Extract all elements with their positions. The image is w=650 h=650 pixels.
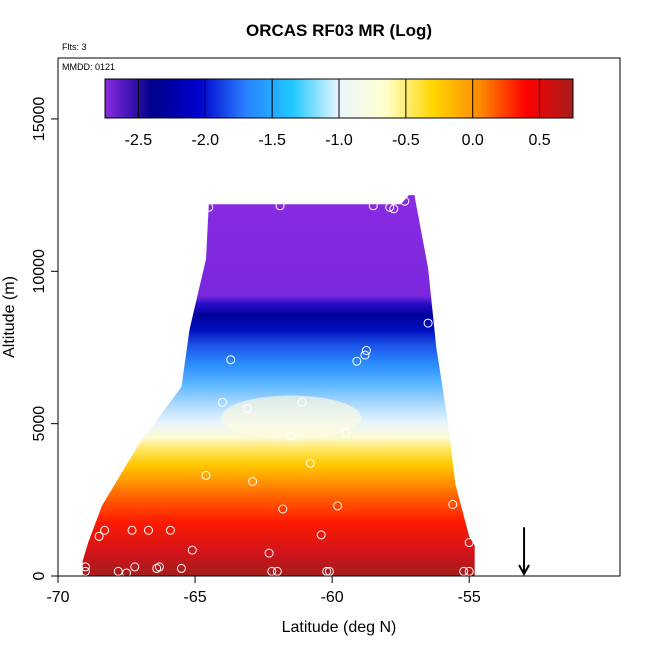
sample-point: [464, 538, 474, 547]
sample-point: [218, 397, 227, 407]
sample-point: [165, 525, 175, 535]
sample-point: [278, 504, 288, 514]
sample-point: [264, 548, 274, 558]
colorbar: -2.5 -2.0 -1.5 -1.0 -0.5 0.0 0.5: [104, 78, 574, 149]
sample-point: [459, 566, 469, 576]
x-tick-label: -55: [458, 589, 481, 606]
sample-point: [242, 403, 252, 413]
sample-point: [226, 355, 236, 365]
sample-point: [305, 458, 315, 468]
sample-point: [423, 318, 433, 328]
data-layer: [80, 195, 530, 578]
sample-point: [297, 397, 307, 407]
sample-point: [448, 499, 458, 509]
sample-point: [267, 566, 277, 576]
colorbar-tick-label: -2.5: [125, 132, 153, 149]
curtain-fill: [82, 195, 475, 576]
sample-point: [360, 350, 370, 360]
y-tick-label: 10000: [31, 249, 48, 294]
x-tick-label: -60: [321, 589, 344, 606]
colorbar-tick-label: 0.0: [462, 132, 484, 149]
y-tick-label: 5000: [31, 406, 48, 442]
sample-point: [130, 562, 140, 572]
sample-point: [400, 196, 410, 206]
sample-point: [361, 346, 371, 355]
plot-frame: [57, 57, 621, 577]
sample-point: [324, 566, 334, 576]
sample-point: [275, 201, 285, 211]
colorbar-tick-label: -0.5: [392, 132, 420, 149]
sample-point: [322, 566, 332, 576]
sample-point: [389, 204, 399, 214]
chart-title: ORCAS RF03 MR (Log): [246, 21, 432, 40]
sample-point: [187, 545, 197, 555]
sample-point: [272, 566, 282, 576]
colorbar-tick-label: -1.0: [325, 132, 353, 149]
sample-point: [80, 566, 90, 576]
date-label: MMDD: 0121: [62, 62, 115, 72]
y-axis-label: Altitude (m): [1, 276, 18, 358]
sample-point: [94, 531, 104, 541]
sample-point: [352, 356, 362, 366]
sample-point: [464, 566, 474, 576]
y-tick-label: 0: [31, 571, 48, 580]
y-tick-label: 15000: [31, 97, 48, 142]
position-arrow: [518, 527, 530, 577]
sample-point: [368, 201, 378, 211]
sample-point: [316, 530, 326, 540]
sample-point: [385, 202, 395, 212]
colorbar-tick-label: 0.5: [528, 132, 550, 149]
axes: -70 -65 -60 -55 0 5000 10000 15000: [31, 97, 481, 606]
sample-point: [333, 501, 343, 511]
sample-points: [80, 196, 474, 578]
sample-point: [127, 525, 137, 535]
sample-point: [286, 431, 296, 441]
curtain-field: [82, 195, 475, 576]
sample-point: [176, 563, 186, 573]
sample-point: [341, 428, 351, 438]
sample-point: [154, 562, 164, 572]
colorbar-tick-label: -2.0: [191, 132, 219, 149]
moist-pocket: [221, 395, 362, 440]
x-tick-label: -70: [46, 589, 69, 606]
flights-label: Flts: 3: [62, 42, 87, 52]
sample-point: [80, 562, 90, 572]
x-axis-label: Latitude (deg N): [282, 619, 397, 636]
x-tick-label: -65: [184, 589, 207, 606]
sample-point: [204, 202, 214, 212]
sample-point: [248, 477, 258, 486]
sample-point: [100, 525, 110, 535]
arrow-head: [518, 564, 530, 577]
sample-point: [152, 563, 162, 573]
sample-point: [144, 525, 153, 535]
sample-point: [201, 470, 211, 480]
sample-point: [122, 568, 131, 578]
colorbar-tick-label: -1.5: [258, 132, 286, 149]
